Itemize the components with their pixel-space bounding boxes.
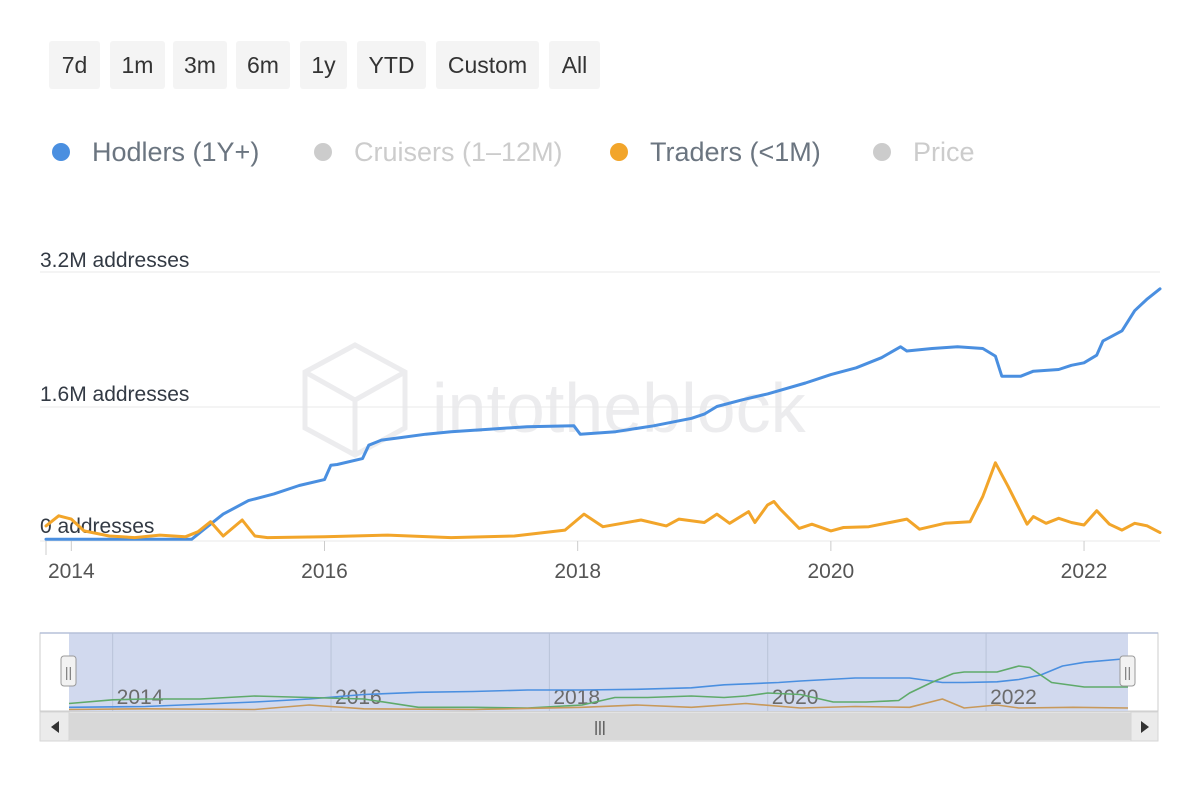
- x-tick-label: 2018: [554, 560, 601, 583]
- navigator-tick-label: 2014: [117, 686, 164, 709]
- x-tick-label: 2016: [301, 560, 348, 583]
- y-tick-label-zero: 0 addresses: [40, 515, 154, 538]
- range-button-all[interactable]: All: [549, 41, 600, 89]
- navigator-tick-label: 2016: [335, 686, 382, 709]
- y-tick-label-3-2m: 3.2M addresses: [40, 249, 189, 272]
- legend-dot-cruisers: [314, 143, 332, 161]
- legend-label-cruisers: Cruisers (1–12M): [354, 136, 563, 167]
- watermark-logo-icon: [302, 342, 408, 458]
- navigator: 2014 2016 2018 2020 2022 || ||: [39, 632, 1159, 712]
- navigator-series-traders-1m: [68, 698, 1129, 711]
- plot-lines: [44, 287, 1162, 541]
- scroll-right-button[interactable]: [1130, 711, 1159, 742]
- legend-dot-traders: [610, 143, 628, 161]
- legend-label-traders: Traders (<1M): [650, 136, 821, 167]
- x-tick-label: 2014: [48, 560, 95, 583]
- scroll-right-button-box: [1130, 711, 1159, 742]
- legend-item-cruisers[interactable]: Cruisers (1–12M): [314, 130, 563, 174]
- arrow-left-icon: [51, 721, 59, 733]
- range-button-1y[interactable]: 1y: [300, 41, 347, 89]
- navigator-series-hodlers-1y: [68, 657, 1129, 709]
- x-axis: 2014 2016 2018 2020 2022: [45, 541, 1108, 583]
- y-axis: 3.2M addresses 1.6M addresses 0 addresse…: [40, 249, 189, 538]
- scrollbar-thumb[interactable]: [69, 713, 1131, 740]
- navigator-tick-label: 2022: [990, 686, 1037, 709]
- series-line-traders-1m[interactable]: [44, 461, 1162, 540]
- legend-label-hodlers: Hodlers (1Y+): [92, 136, 260, 167]
- series-line-hodlers-1y[interactable]: [44, 287, 1162, 541]
- navigator-labels: 2014 2016 2018 2020 2022: [117, 686, 1037, 709]
- range-button-ytd[interactable]: YTD: [357, 41, 426, 89]
- watermark: intotheblock: [302, 342, 807, 458]
- legend-dot-hodlers: [52, 143, 70, 161]
- x-tick-label: 2022: [1061, 560, 1108, 583]
- arrow-right-icon: [1141, 721, 1149, 733]
- legend-dot-price: [873, 143, 891, 161]
- navigator-tick-label: 2020: [772, 686, 819, 709]
- navigator-handle-right-grip-icon: ||: [1124, 664, 1131, 680]
- navigator-lines: [68, 657, 1129, 711]
- navigator-selection[interactable]: [69, 633, 1128, 711]
- range-button-7d[interactable]: 7d: [49, 41, 100, 89]
- navigator-series-cruisers-1-12m: [68, 665, 1128, 709]
- navigator-handle-right-box: [1119, 655, 1136, 687]
- navigator-handle-right[interactable]: ||: [1119, 655, 1136, 687]
- range-button-custom[interactable]: Custom: [436, 41, 539, 89]
- legend-item-price[interactable]: Price: [873, 130, 975, 174]
- navigator-handle-left[interactable]: ||: [60, 655, 77, 687]
- range-button-3m[interactable]: 3m: [173, 41, 227, 89]
- scroll-left-button[interactable]: [39, 711, 70, 742]
- range-button-1m[interactable]: 1m: [110, 41, 165, 89]
- legend-item-traders[interactable]: Traders (<1M): [610, 130, 821, 174]
- legend-label-price: Price: [913, 136, 975, 167]
- scrollbar: |||: [39, 711, 1159, 742]
- navigator-handle-left-grip-icon: ||: [65, 664, 72, 680]
- grid: [40, 271, 1160, 542]
- legend-item-hodlers[interactable]: Hodlers (1Y+): [52, 130, 259, 174]
- watermark-text: intotheblock: [432, 369, 807, 447]
- x-tick-label: 2020: [808, 560, 855, 583]
- navigator-grid: [112, 633, 987, 711]
- navigator-handle-left-box: [60, 655, 77, 687]
- range-button-6m[interactable]: 6m: [236, 41, 290, 89]
- y-tick-label-1-6m: 1.6M addresses: [40, 383, 189, 406]
- scrollbar-grip-icon: |||: [594, 719, 606, 736]
